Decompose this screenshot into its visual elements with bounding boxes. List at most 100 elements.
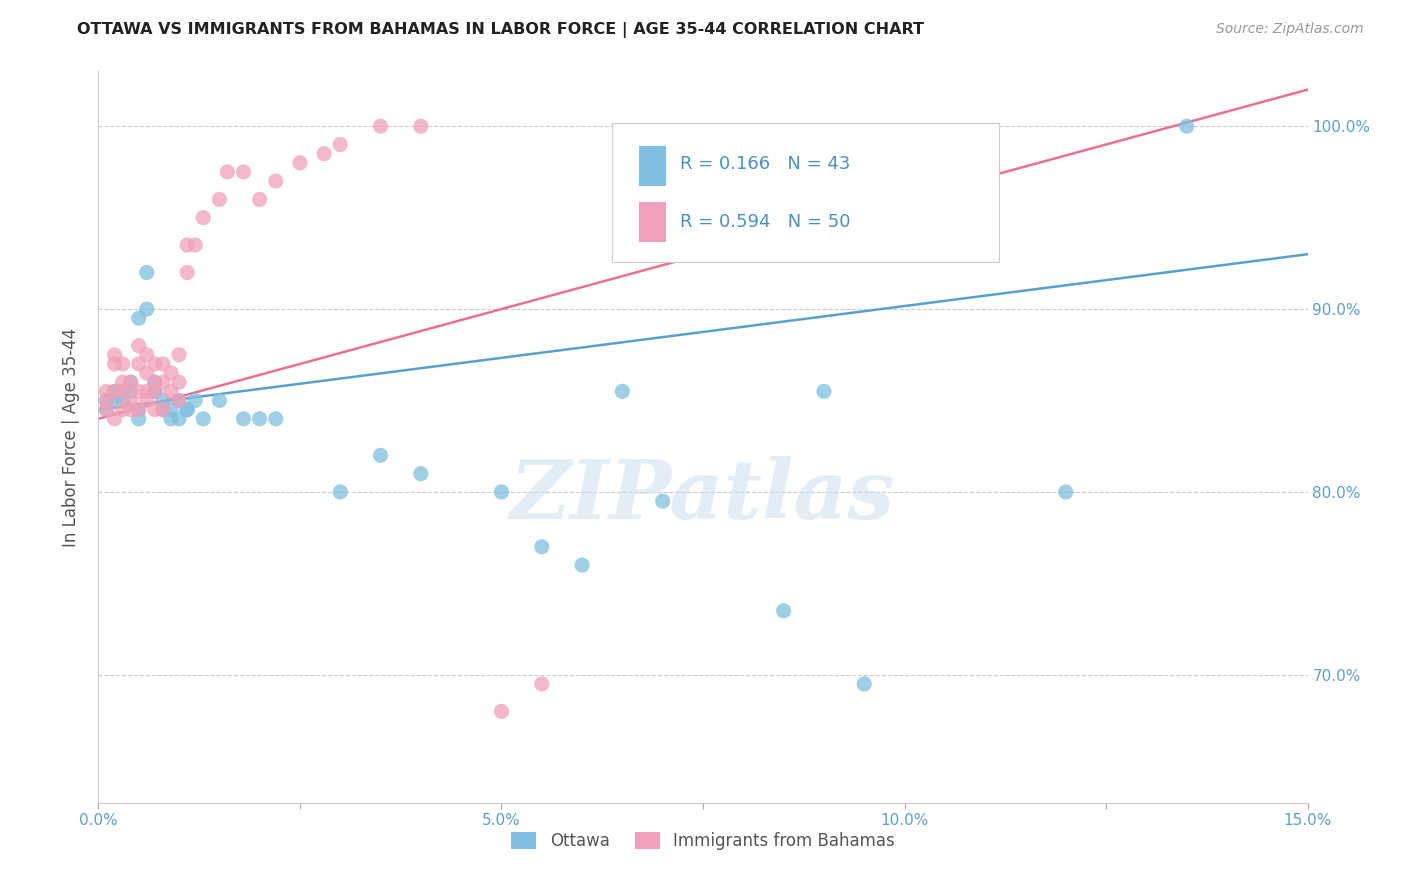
Point <box>232 165 254 179</box>
Point <box>103 384 125 399</box>
Point <box>152 402 174 417</box>
Point <box>813 384 835 399</box>
Point <box>329 484 352 499</box>
Point <box>143 402 166 417</box>
Point <box>193 211 215 225</box>
Point <box>111 402 134 417</box>
Point <box>96 393 118 408</box>
Point <box>264 411 287 425</box>
Point <box>530 540 553 554</box>
Point <box>128 338 150 352</box>
Point <box>160 366 183 380</box>
Point <box>135 366 157 380</box>
Point <box>135 393 157 408</box>
Point <box>152 357 174 371</box>
Point <box>120 384 142 399</box>
Point <box>103 348 125 362</box>
Point <box>651 494 673 508</box>
Point <box>111 357 134 371</box>
Point <box>111 384 134 399</box>
FancyBboxPatch shape <box>638 202 665 242</box>
Point <box>135 348 157 362</box>
Point <box>208 393 231 408</box>
Point <box>530 677 553 691</box>
Point <box>193 411 215 425</box>
Point <box>409 119 432 133</box>
Point <box>329 137 352 152</box>
Point <box>288 155 311 169</box>
Point <box>249 192 271 206</box>
Text: Source: ZipAtlas.com: Source: ZipAtlas.com <box>1216 22 1364 37</box>
Point <box>96 402 118 417</box>
Point <box>232 411 254 425</box>
Point <box>128 384 150 399</box>
Point <box>143 384 166 399</box>
Point <box>1054 484 1077 499</box>
Point <box>120 402 142 417</box>
Point <box>143 384 166 399</box>
Point <box>612 384 634 399</box>
Point <box>167 393 190 408</box>
Point <box>135 384 157 399</box>
Point <box>249 411 271 425</box>
Point <box>152 375 174 389</box>
Point <box>143 384 166 399</box>
Point <box>152 402 174 417</box>
Point <box>111 384 134 399</box>
Point <box>143 375 166 389</box>
Point <box>160 384 183 399</box>
Point <box>409 467 432 481</box>
Point <box>176 402 198 417</box>
Point <box>96 402 118 417</box>
Point <box>217 165 239 179</box>
Point <box>152 393 174 408</box>
Point <box>167 393 190 408</box>
Point <box>128 357 150 371</box>
Point <box>853 677 876 691</box>
Text: R = 0.594   N = 50: R = 0.594 N = 50 <box>681 212 851 231</box>
Text: R = 0.166   N = 43: R = 0.166 N = 43 <box>681 155 851 173</box>
Point <box>96 384 118 399</box>
Point <box>120 375 142 389</box>
Point <box>111 393 134 408</box>
Point <box>128 411 150 425</box>
Legend: Ottawa, Immigrants from Bahamas: Ottawa, Immigrants from Bahamas <box>505 825 901 856</box>
Point <box>96 393 118 408</box>
Point <box>491 704 513 718</box>
Point <box>491 484 513 499</box>
Point <box>167 411 190 425</box>
Point <box>143 357 166 371</box>
Point <box>128 402 150 417</box>
Point <box>167 348 190 362</box>
Point <box>314 146 336 161</box>
Point <box>143 375 166 389</box>
Point <box>103 357 125 371</box>
Point <box>120 375 142 389</box>
Point <box>167 375 190 389</box>
Point <box>184 393 207 408</box>
FancyBboxPatch shape <box>613 122 1000 261</box>
Point <box>111 375 134 389</box>
Point <box>1175 119 1198 133</box>
Point <box>135 301 157 316</box>
Point <box>176 265 198 279</box>
Point <box>128 402 150 417</box>
Text: OTTAWA VS IMMIGRANTS FROM BAHAMAS IN LABOR FORCE | AGE 35-44 CORRELATION CHART: OTTAWA VS IMMIGRANTS FROM BAHAMAS IN LAB… <box>77 22 924 38</box>
Point <box>571 558 593 573</box>
Point <box>103 393 125 408</box>
Point <box>184 238 207 252</box>
Point <box>264 174 287 188</box>
Point <box>160 402 183 417</box>
Point <box>135 265 157 279</box>
Text: ZIPatlas: ZIPatlas <box>510 456 896 535</box>
Point <box>103 411 125 425</box>
Point <box>128 311 150 326</box>
Y-axis label: In Labor Force | Age 35-44: In Labor Force | Age 35-44 <box>62 327 80 547</box>
Point <box>120 393 142 408</box>
Point <box>176 402 198 417</box>
Point <box>772 604 794 618</box>
FancyBboxPatch shape <box>638 145 665 186</box>
Point <box>370 448 392 462</box>
Point <box>370 119 392 133</box>
Point <box>103 384 125 399</box>
